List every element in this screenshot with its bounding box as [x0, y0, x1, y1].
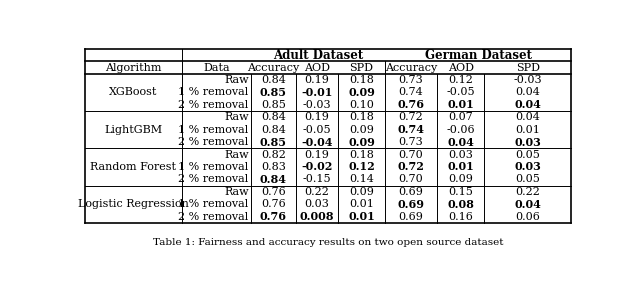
Text: AOD: AOD	[304, 63, 330, 73]
Text: SPD: SPD	[516, 63, 540, 73]
Text: 0.19: 0.19	[305, 112, 329, 122]
Text: 0.18: 0.18	[349, 75, 374, 85]
Text: Logistic Regression: Logistic Regression	[78, 199, 189, 209]
Text: 0.76: 0.76	[261, 199, 286, 209]
Text: 0.008: 0.008	[300, 211, 334, 222]
Text: 0.70: 0.70	[399, 174, 424, 184]
Text: -0.04: -0.04	[301, 136, 333, 147]
Text: AOD: AOD	[448, 63, 474, 73]
Text: 0.84: 0.84	[261, 75, 286, 85]
Text: Raw: Raw	[224, 112, 248, 122]
Text: 0.85: 0.85	[260, 87, 287, 98]
Text: 0.19: 0.19	[305, 149, 329, 160]
Text: 0.15: 0.15	[448, 187, 473, 197]
Text: 0.85: 0.85	[261, 100, 286, 110]
Text: 0.69: 0.69	[399, 187, 424, 197]
Text: 1 % removal: 1 % removal	[179, 87, 248, 98]
Text: Raw: Raw	[224, 75, 248, 85]
Text: 0.07: 0.07	[448, 112, 473, 122]
Text: 0.70: 0.70	[399, 149, 424, 160]
Text: 0.09: 0.09	[349, 125, 374, 135]
Text: 0.14: 0.14	[349, 174, 374, 184]
Text: Accuracy: Accuracy	[385, 63, 437, 73]
Text: 0.84: 0.84	[261, 125, 286, 135]
Text: 0.72: 0.72	[399, 112, 424, 122]
Text: 0.03: 0.03	[514, 136, 541, 147]
Text: 0.01: 0.01	[447, 99, 474, 110]
Text: 0.03: 0.03	[305, 199, 329, 209]
Text: 0.85: 0.85	[260, 136, 287, 147]
Text: SPD: SPD	[349, 63, 374, 73]
Text: 0.83: 0.83	[261, 162, 286, 172]
Text: Accuracy: Accuracy	[247, 63, 300, 73]
Text: 0.76: 0.76	[261, 187, 286, 197]
Text: -0.06: -0.06	[446, 125, 475, 135]
Text: -0.02: -0.02	[301, 161, 333, 172]
Text: 0.04: 0.04	[447, 136, 474, 147]
Text: 0.19: 0.19	[305, 75, 329, 85]
Text: 0.76: 0.76	[260, 211, 287, 222]
Text: LightGBM: LightGBM	[104, 125, 163, 135]
Text: Raw: Raw	[224, 187, 248, 197]
Text: 0.05: 0.05	[515, 149, 540, 160]
Text: 0.82: 0.82	[261, 149, 286, 160]
Text: XGBoost: XGBoost	[109, 87, 157, 98]
Text: -0.03: -0.03	[513, 75, 542, 85]
Text: 0.01: 0.01	[349, 199, 374, 209]
Text: German Dataset: German Dataset	[424, 49, 532, 62]
Text: 0.76: 0.76	[397, 99, 424, 110]
Text: 0.06: 0.06	[515, 212, 540, 222]
Text: 0.73: 0.73	[399, 137, 424, 147]
Text: 0.74: 0.74	[399, 87, 424, 98]
Text: 0.72: 0.72	[397, 161, 424, 172]
Text: 0.73: 0.73	[399, 75, 424, 85]
Text: 0.04: 0.04	[514, 199, 541, 210]
Text: 0.74: 0.74	[397, 124, 424, 135]
Text: 0.22: 0.22	[305, 187, 329, 197]
Text: 0.84: 0.84	[261, 112, 286, 122]
Text: 1 % removal: 1 % removal	[179, 125, 248, 135]
Text: 0.04: 0.04	[514, 99, 541, 110]
Text: 0.18: 0.18	[349, 112, 374, 122]
Text: 2 % removal: 2 % removal	[179, 212, 248, 222]
Text: Raw: Raw	[224, 149, 248, 160]
Text: 1 % removal: 1 % removal	[179, 199, 248, 209]
Text: 0.04: 0.04	[515, 87, 540, 98]
Text: 0.10: 0.10	[349, 100, 374, 110]
Text: 0.12: 0.12	[348, 161, 375, 172]
Text: 0.09: 0.09	[348, 87, 375, 98]
Text: 0.09: 0.09	[448, 174, 473, 184]
Text: 0.05: 0.05	[515, 174, 540, 184]
Text: 2 % removal: 2 % removal	[179, 174, 248, 184]
Text: -0.05: -0.05	[446, 87, 475, 98]
Text: 0.03: 0.03	[448, 149, 473, 160]
Text: 0.03: 0.03	[514, 161, 541, 172]
Text: 0.22: 0.22	[515, 187, 540, 197]
Text: 1 % removal: 1 % removal	[179, 162, 248, 172]
Text: 0.01: 0.01	[348, 211, 375, 222]
Text: 0.69: 0.69	[397, 199, 424, 210]
Text: -0.15: -0.15	[303, 174, 331, 184]
Text: 0.01: 0.01	[447, 161, 474, 172]
Text: Adult Dataset: Adult Dataset	[273, 49, 364, 62]
Text: -0.05: -0.05	[303, 125, 331, 135]
Text: 0.16: 0.16	[448, 212, 473, 222]
Text: Random Forest: Random Forest	[90, 162, 177, 172]
Text: Algorithm: Algorithm	[105, 63, 161, 73]
Text: 0.08: 0.08	[447, 199, 474, 210]
Text: 0.09: 0.09	[348, 136, 375, 147]
Text: Data: Data	[203, 63, 230, 73]
Text: 0.09: 0.09	[349, 187, 374, 197]
Text: 2 % removal: 2 % removal	[179, 100, 248, 110]
Text: 0.18: 0.18	[349, 149, 374, 160]
Text: Table 1: Fairness and accuracy results on two open source dataset: Table 1: Fairness and accuracy results o…	[153, 238, 503, 247]
Text: -0.01: -0.01	[301, 87, 333, 98]
Text: 0.01: 0.01	[515, 125, 540, 135]
Text: 0.69: 0.69	[399, 212, 424, 222]
Text: 0.12: 0.12	[448, 75, 473, 85]
Text: 0.04: 0.04	[515, 112, 540, 122]
Text: 2 % removal: 2 % removal	[179, 137, 248, 147]
Text: -0.03: -0.03	[303, 100, 331, 110]
Text: 0.84: 0.84	[260, 174, 287, 185]
